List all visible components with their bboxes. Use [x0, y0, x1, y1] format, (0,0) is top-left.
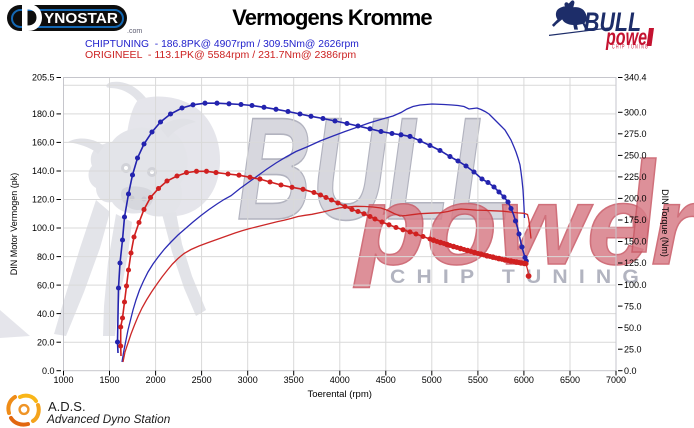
svg-text:7000: 7000	[606, 375, 626, 385]
svg-text:205.5: 205.5	[32, 73, 55, 83]
svg-text:75.0: 75.0	[624, 301, 642, 311]
svg-text:6500: 6500	[560, 375, 580, 385]
svg-text:20.0: 20.0	[37, 337, 55, 347]
svg-text:300.0: 300.0	[624, 108, 647, 118]
svg-text:5500: 5500	[468, 375, 488, 385]
svg-text:340.4: 340.4	[624, 73, 647, 83]
svg-text:225.0: 225.0	[624, 172, 647, 182]
svg-text:250.0: 250.0	[624, 151, 647, 161]
svg-text:CHIP TUNING: CHIP TUNING	[612, 45, 649, 51]
svg-text:140.0: 140.0	[32, 166, 55, 176]
svg-text:powe: powe	[605, 24, 647, 50]
svg-text:5000: 5000	[422, 375, 442, 385]
svg-text:1000: 1000	[53, 375, 73, 385]
svg-text:120.0: 120.0	[32, 195, 55, 205]
svg-text:6000: 6000	[514, 375, 534, 385]
svg-text:3000: 3000	[238, 375, 258, 385]
svg-text:150.0: 150.0	[624, 237, 647, 247]
svg-text:2500: 2500	[192, 375, 212, 385]
svg-text:275.0: 275.0	[624, 129, 647, 139]
svg-text:100.0: 100.0	[624, 280, 647, 290]
svg-text:CHIP TUNING: CHIP TUNING	[390, 267, 650, 288]
svg-text:DIN Torque (Nm): DIN Torque (Nm)	[660, 189, 670, 257]
svg-text:125.0: 125.0	[624, 258, 647, 268]
svg-text:4000: 4000	[330, 375, 350, 385]
svg-text:60.0: 60.0	[37, 280, 55, 290]
svg-text:40.0: 40.0	[37, 309, 55, 319]
svg-text:1500: 1500	[99, 375, 119, 385]
svg-text:DIN Motor Vermogen (pk): DIN Motor Vermogen (pk)	[9, 173, 19, 276]
svg-text:100.0: 100.0	[32, 223, 55, 233]
svg-text:80.0: 80.0	[37, 252, 55, 262]
svg-text:0.0: 0.0	[624, 366, 637, 376]
svg-text:YNOSTAR: YNOSTAR	[44, 11, 119, 27]
svg-text:200.0: 200.0	[624, 194, 647, 204]
svg-text:.com: .com	[127, 28, 142, 35]
svg-text:160.0: 160.0	[32, 138, 55, 148]
svg-text:3500: 3500	[284, 375, 304, 385]
svg-text:50.0: 50.0	[624, 323, 642, 333]
svg-text:Toerental (rpm): Toerental (rpm)	[307, 389, 371, 400]
svg-text:0.0: 0.0	[42, 366, 55, 376]
svg-text:175.0: 175.0	[624, 215, 647, 225]
svg-text:2000: 2000	[146, 375, 166, 385]
svg-text:180.0: 180.0	[32, 109, 55, 119]
svg-text:25.0: 25.0	[624, 344, 642, 354]
svg-text:BULL: BULL	[584, 7, 641, 37]
svg-text:4500: 4500	[376, 375, 396, 385]
